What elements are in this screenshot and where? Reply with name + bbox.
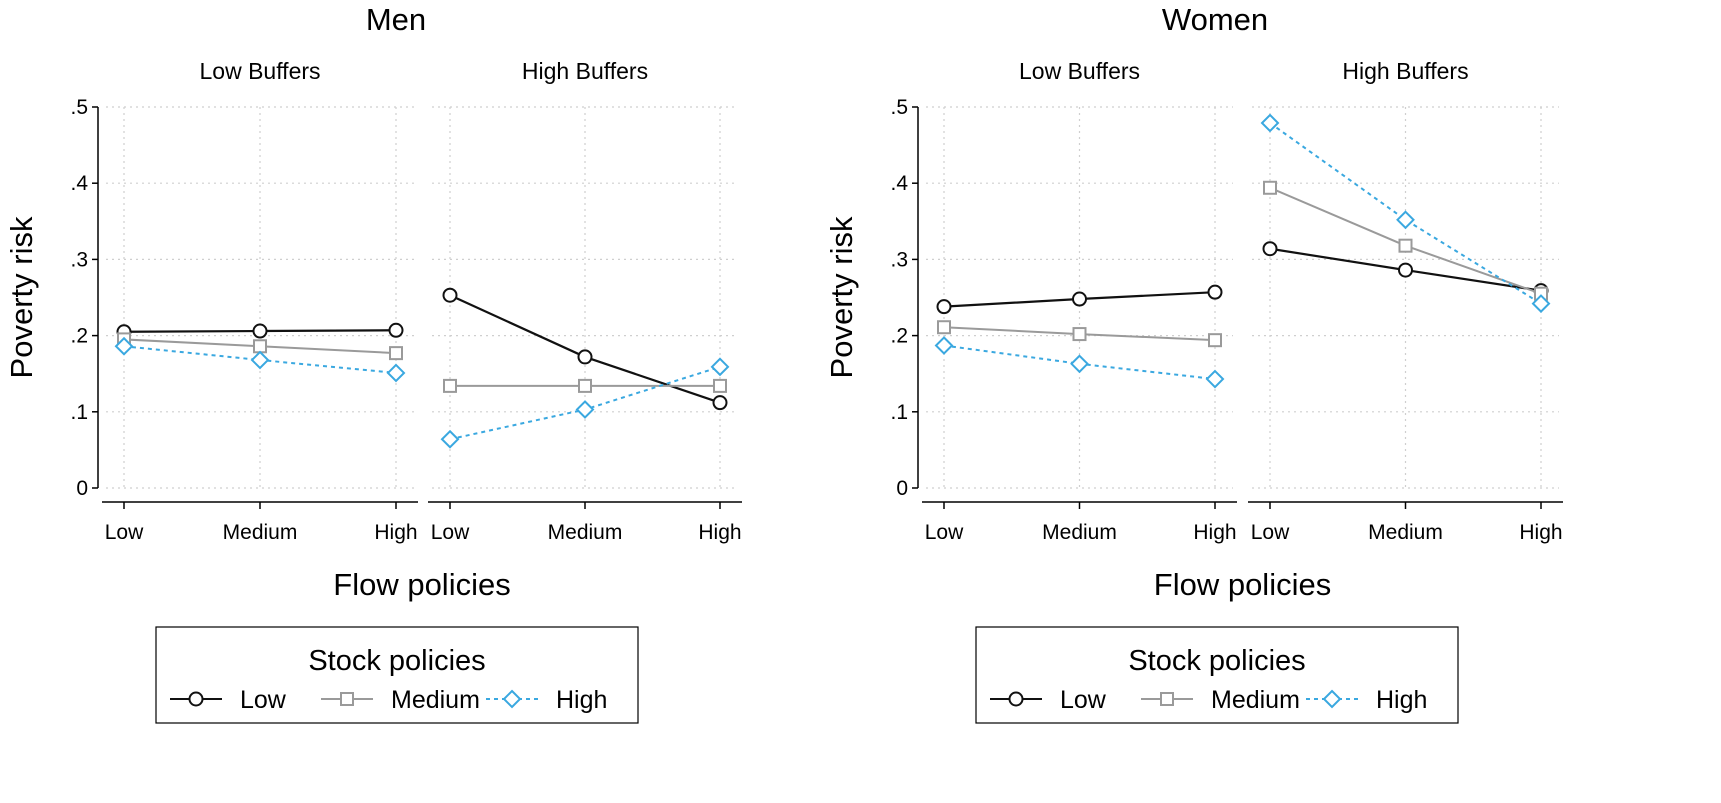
data-point-low xyxy=(1072,291,1087,307)
legend-box xyxy=(155,626,639,724)
legend-marker-medium xyxy=(1160,692,1174,706)
x-tick-label: Low xyxy=(105,521,144,544)
data-point-low xyxy=(442,287,458,303)
y-tick-label: .1 xyxy=(890,401,908,424)
data-point-medium xyxy=(443,378,457,393)
legend-label-low: Low xyxy=(240,686,287,714)
panel-high-buffers: High Buffers Low Medium High xyxy=(1248,58,1563,544)
data-point-low xyxy=(936,299,952,315)
data-point-high xyxy=(1260,113,1280,133)
data-point-medium xyxy=(1072,327,1087,342)
x-tick-label: High xyxy=(374,521,417,544)
legend-marker-high xyxy=(502,689,522,709)
panel-low-buffers: Low Buffers Low Medium High xyxy=(922,58,1237,544)
legend-label-medium: Medium xyxy=(391,686,480,714)
y-tick-label: .3 xyxy=(70,248,88,271)
y-tick-label: .2 xyxy=(890,325,908,348)
data-point-high xyxy=(250,350,270,370)
x-axis-label: Flow policies xyxy=(333,567,510,602)
data-point-low xyxy=(712,395,728,411)
panel-title: Low Buffers xyxy=(1019,58,1140,84)
data-point-low xyxy=(252,323,268,339)
data-point-high xyxy=(934,336,954,355)
panel-title: Low Buffers xyxy=(199,58,320,84)
data-point-low xyxy=(388,322,404,338)
data-point-medium xyxy=(713,378,727,393)
legend-title: Stock policies xyxy=(1128,645,1305,677)
y-tick-label: 0 xyxy=(76,477,88,500)
x-axis-label: Flow policies xyxy=(1154,567,1331,602)
data-point-medium xyxy=(1208,333,1222,348)
x-tick-label: Medium xyxy=(1368,521,1443,544)
x-tick-label: High xyxy=(698,521,741,544)
y-tick-label: .4 xyxy=(70,172,88,195)
legend-label-medium: Medium xyxy=(1211,686,1300,714)
data-point-high xyxy=(575,400,595,419)
y-tick-label: .5 xyxy=(70,96,88,119)
data-point-medium xyxy=(389,346,403,361)
y-tick-label: .5 xyxy=(890,96,908,119)
legend-title: Stock policies xyxy=(308,645,485,677)
legend-marker-low xyxy=(188,691,204,707)
data-point-high xyxy=(114,336,134,356)
y-tick-label: .3 xyxy=(890,248,908,271)
x-tick-label: High xyxy=(1193,521,1236,544)
legend-marker-high xyxy=(1322,689,1342,709)
y-axis-label: Poverty risk xyxy=(824,216,859,378)
legend-box xyxy=(975,626,1459,724)
x-tick-label: Medium xyxy=(548,521,623,544)
data-point-medium xyxy=(578,378,592,393)
x-tick-label: High xyxy=(1519,521,1562,544)
y-tick-label: 0 xyxy=(896,477,908,500)
data-point-high xyxy=(440,429,460,449)
panel-low-buffers: Low Buffers Low Medium High xyxy=(102,58,418,544)
legend-label-high: High xyxy=(1376,686,1427,714)
y-tick-label: .2 xyxy=(70,325,88,348)
data-point-high xyxy=(1396,210,1415,230)
data-point-high xyxy=(1531,294,1551,314)
data-point-high xyxy=(710,357,730,377)
chart-title: Men xyxy=(366,2,426,37)
panel-title: High Buffers xyxy=(522,58,648,84)
data-point-medium xyxy=(253,339,267,354)
data-point-medium xyxy=(1263,180,1277,195)
data-point-low xyxy=(1207,284,1223,300)
x-tick-label: Medium xyxy=(1042,521,1117,544)
data-point-medium xyxy=(937,320,951,335)
data-point-low xyxy=(577,349,593,365)
x-tick-label: Low xyxy=(1251,521,1290,544)
legend-label-high: High xyxy=(556,686,607,714)
legend-marker-medium xyxy=(340,692,354,706)
y-tick-label: .1 xyxy=(70,401,88,424)
series-line-high xyxy=(1269,122,1542,305)
data-point-high xyxy=(1070,354,1089,374)
y-tick-label: .4 xyxy=(890,172,908,195)
data-point-high xyxy=(1205,369,1225,389)
panel-title: High Buffers xyxy=(1342,58,1468,84)
y-axis-label: Poverty risk xyxy=(4,216,39,378)
x-tick-label: Low xyxy=(925,521,964,544)
panel-high-buffers: High Buffers Low Medium High xyxy=(428,58,742,544)
data-point-high xyxy=(386,363,406,383)
data-point-low xyxy=(1398,262,1413,278)
legend-label-low: Low xyxy=(1060,686,1107,714)
legend-marker-low xyxy=(1008,691,1024,707)
x-tick-label: Low xyxy=(431,521,470,544)
data-point-medium xyxy=(1398,238,1413,253)
legend: Stock policies Low Medium High xyxy=(975,626,1459,724)
x-tick-label: Medium xyxy=(223,521,298,544)
data-point-low xyxy=(1262,241,1278,257)
chart-title: Women xyxy=(1162,2,1268,37)
legend: Stock policies Low Medium High xyxy=(155,626,639,724)
